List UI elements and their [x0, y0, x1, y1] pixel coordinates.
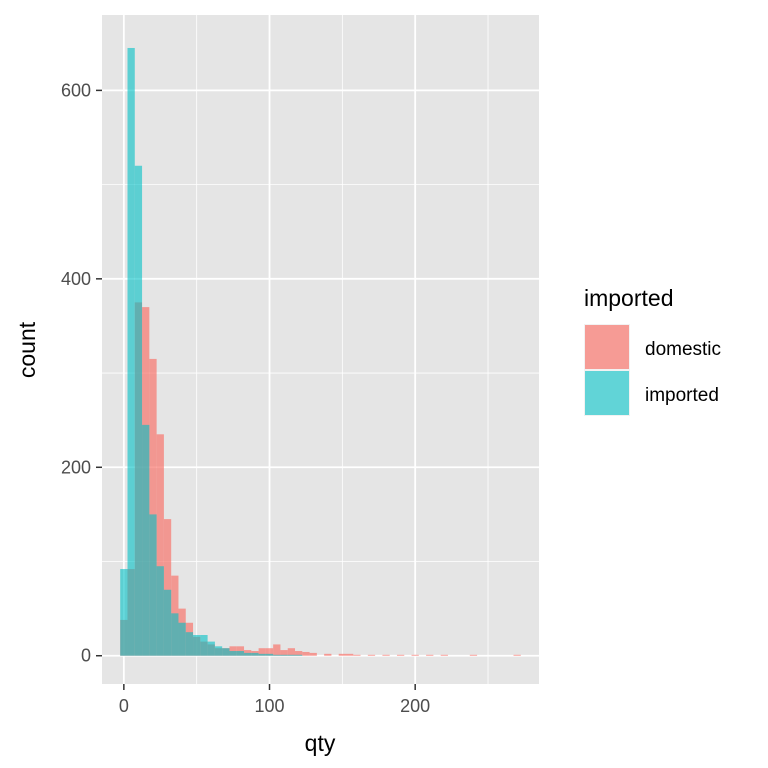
histogram-bar-imported — [156, 566, 164, 656]
legend-key-imported — [585, 371, 629, 415]
y-tick-label: 200 — [61, 457, 91, 477]
histogram-bar-imported — [207, 641, 215, 656]
histogram-bar-imported — [244, 652, 252, 656]
histogram-bar-imported — [287, 654, 296, 656]
y-axis-title: count — [14, 321, 40, 378]
histogram-bar-domestic — [513, 654, 521, 656]
histogram-bar-domestic — [258, 648, 266, 656]
histogram-bar-domestic — [265, 648, 274, 656]
minor-gridlines — [102, 15, 539, 684]
histogram-bar-domestic — [287, 648, 296, 656]
histogram-bar-domestic — [149, 358, 157, 656]
legend-label-domestic: domestic — [645, 339, 721, 360]
histogram-bar-domestic — [295, 651, 303, 656]
histogram-bar-domestic — [411, 654, 419, 656]
x-axis-title: qty — [305, 730, 336, 756]
legend-key-domestic — [585, 325, 629, 369]
histogram-bar-domestic — [273, 644, 281, 656]
histogram-bar-imported — [229, 651, 237, 656]
histogram-bar-imported — [214, 646, 223, 656]
histogram-bar-imported — [149, 514, 157, 656]
histogram-bar-domestic — [156, 434, 164, 656]
histogram-bar-imported — [200, 635, 208, 656]
x-tick-label: 100 — [254, 696, 284, 716]
histogram-bar-imported — [280, 654, 288, 656]
histogram-bar-imported — [142, 424, 150, 656]
histogram-bar-imported — [185, 632, 194, 656]
histogram-bar-imported — [127, 47, 135, 656]
histogram-bar-imported — [236, 651, 245, 656]
legend: imported domestic imported — [584, 285, 721, 416]
y-tick-label: 600 — [61, 80, 91, 100]
x-tick-label: 200 — [400, 696, 430, 716]
histogram-bar-imported — [258, 653, 266, 656]
x-tick-label: 0 — [119, 696, 129, 716]
legend-title: imported — [584, 285, 673, 311]
x-axis: 0 100 200 — [119, 684, 430, 716]
plot-panel — [102, 15, 539, 684]
histogram-bar-imported — [178, 622, 186, 656]
histogram-bar-domestic — [324, 653, 332, 656]
histogram-bar-imported — [193, 635, 201, 656]
histogram-bar-domestic — [309, 652, 317, 656]
histogram-bar-domestic — [367, 654, 376, 656]
histogram-bar-imported — [163, 589, 172, 656]
histogram-bar-domestic — [396, 654, 405, 656]
histogram-bar-imported — [134, 165, 143, 656]
histogram-bar-imported — [295, 654, 303, 656]
legend-label-imported: imported — [645, 385, 719, 406]
histogram-bar-domestic — [280, 650, 288, 656]
histogram-bar-domestic — [302, 651, 310, 656]
histogram-bar-domestic — [338, 653, 346, 656]
histogram-bar-imported — [120, 569, 128, 656]
histogram-bar-domestic — [440, 654, 448, 656]
histogram-bar-domestic — [382, 654, 390, 656]
histogram-bar-imported — [265, 653, 274, 656]
y-axis: 0 200 400 600 — [61, 80, 102, 666]
histogram-bar-imported — [273, 654, 281, 656]
histogram-bar-imported — [171, 613, 179, 656]
histogram-bar-imported — [222, 648, 230, 656]
histogram-bar-domestic — [469, 654, 478, 656]
y-tick-label: 400 — [61, 269, 91, 289]
histogram-bar-domestic — [353, 654, 361, 656]
histogram-bar-domestic — [345, 653, 354, 656]
histogram-bars — [120, 47, 521, 656]
histogram-bar-domestic — [163, 519, 172, 656]
histogram-bar-domestic — [426, 654, 434, 656]
y-tick-label: 0 — [81, 646, 91, 666]
histogram-bar-imported — [251, 652, 259, 656]
